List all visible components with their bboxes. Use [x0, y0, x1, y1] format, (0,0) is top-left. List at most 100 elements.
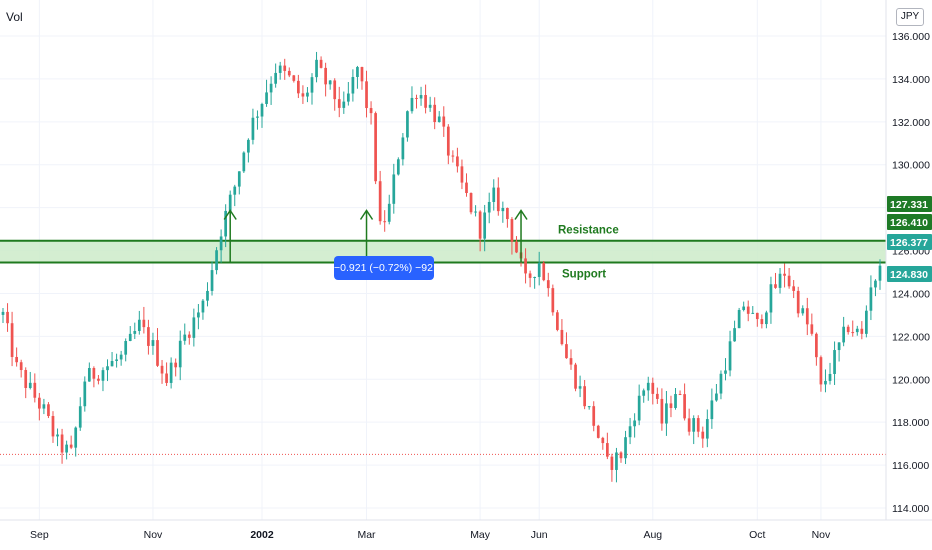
candle: [265, 79, 268, 107]
breakout-arrow: [359, 209, 374, 263]
candle: [583, 379, 586, 410]
candle-body: [769, 284, 773, 313]
price-tags: 127.331 126.410 126.377 124.830: [887, 196, 932, 282]
candle: [15, 347, 18, 367]
candle-body: [60, 434, 64, 453]
candle-body: [101, 370, 105, 381]
candle-body: [874, 280, 877, 288]
candle: [274, 63, 277, 88]
candle: [615, 447, 618, 483]
candle-body: [637, 395, 641, 421]
candle: [110, 351, 114, 367]
candle-body: [805, 308, 809, 325]
candle-body: [810, 324, 814, 334]
candle: [387, 194, 391, 225]
candle: [510, 217, 514, 255]
candle-body: [365, 81, 368, 109]
candle: [128, 326, 132, 342]
candle: [119, 350, 123, 366]
candle-body: [210, 270, 214, 291]
candle: [696, 415, 700, 438]
time-tick-label: Nov: [144, 529, 163, 541]
candle: [115, 353, 118, 368]
candle: [356, 65, 359, 89]
candle: [628, 417, 632, 445]
candle-body: [247, 139, 250, 153]
candle-body: [24, 370, 28, 388]
candle-body: [678, 394, 682, 396]
candle-body: [37, 397, 41, 409]
candle-body: [251, 117, 255, 140]
candle-body: [47, 404, 50, 417]
candle: [496, 177, 500, 216]
candle: [365, 70, 368, 118]
candle: [319, 56, 323, 69]
candle: [392, 163, 396, 214]
time-axis[interactable]: Sep Nov 2002 Mar May Jun Aug Oct Nov: [30, 529, 831, 541]
candle: [651, 377, 655, 405]
candle: [378, 170, 382, 225]
candle-body: [624, 437, 627, 459]
currency-button[interactable]: JPY: [896, 8, 924, 26]
candle-body: [460, 166, 464, 183]
candle: [260, 102, 264, 128]
volume-indicator-label[interactable]: Vol: [6, 10, 23, 24]
support-label: Support: [562, 268, 606, 280]
candle: [501, 201, 505, 223]
price-tag-label: 127.331: [890, 199, 928, 211]
candle-body: [765, 312, 768, 325]
candle: [51, 411, 55, 443]
candle-body: [133, 330, 137, 334]
candle-body: [687, 418, 691, 432]
candle-body: [474, 211, 477, 213]
candle-body: [610, 456, 614, 470]
candle: [833, 341, 836, 385]
candle-body: [674, 394, 677, 408]
candle-body: [310, 77, 314, 93]
candle: [406, 110, 409, 142]
price-tag-box: [887, 234, 932, 250]
candle-body: [710, 400, 714, 420]
candle: [437, 111, 441, 123]
candle: [733, 320, 736, 342]
candle-body: [755, 312, 759, 320]
candle-body: [215, 250, 218, 271]
candle-body: [542, 262, 546, 281]
candle: [737, 307, 741, 329]
candle: [792, 279, 796, 299]
candle: [56, 428, 59, 447]
candle: [287, 67, 291, 78]
candle-body: [287, 70, 291, 76]
candle: [165, 362, 168, 386]
candle-body: [792, 286, 796, 291]
candle: [278, 61, 282, 80]
candle-body: [701, 431, 705, 439]
candle: [197, 304, 200, 330]
candle-body: [192, 317, 196, 338]
candle: [524, 248, 527, 284]
candle-body: [383, 221, 387, 223]
candle: [1, 307, 5, 324]
candle: [637, 384, 641, 426]
candle: [383, 210, 387, 232]
candle-body: [42, 404, 46, 409]
candle: [642, 388, 646, 403]
price-tick-label: 118.000: [892, 417, 929, 429]
price-tick-label: 122.000: [892, 331, 930, 343]
candle: [796, 286, 800, 318]
price-tick-label: 116.000: [892, 460, 929, 472]
candle: [746, 300, 750, 322]
candle: [351, 69, 355, 102]
candle-body: [551, 288, 555, 313]
candle-body: [815, 333, 818, 358]
candle-body: [869, 287, 873, 311]
candle-body: [378, 181, 382, 222]
candle-body: [224, 210, 228, 237]
candle-body: [783, 273, 786, 276]
candle-body: [715, 393, 718, 401]
candle: [701, 426, 705, 448]
candle-body: [683, 394, 686, 419]
candle-body: [433, 104, 437, 123]
candle-body: [92, 368, 96, 379]
